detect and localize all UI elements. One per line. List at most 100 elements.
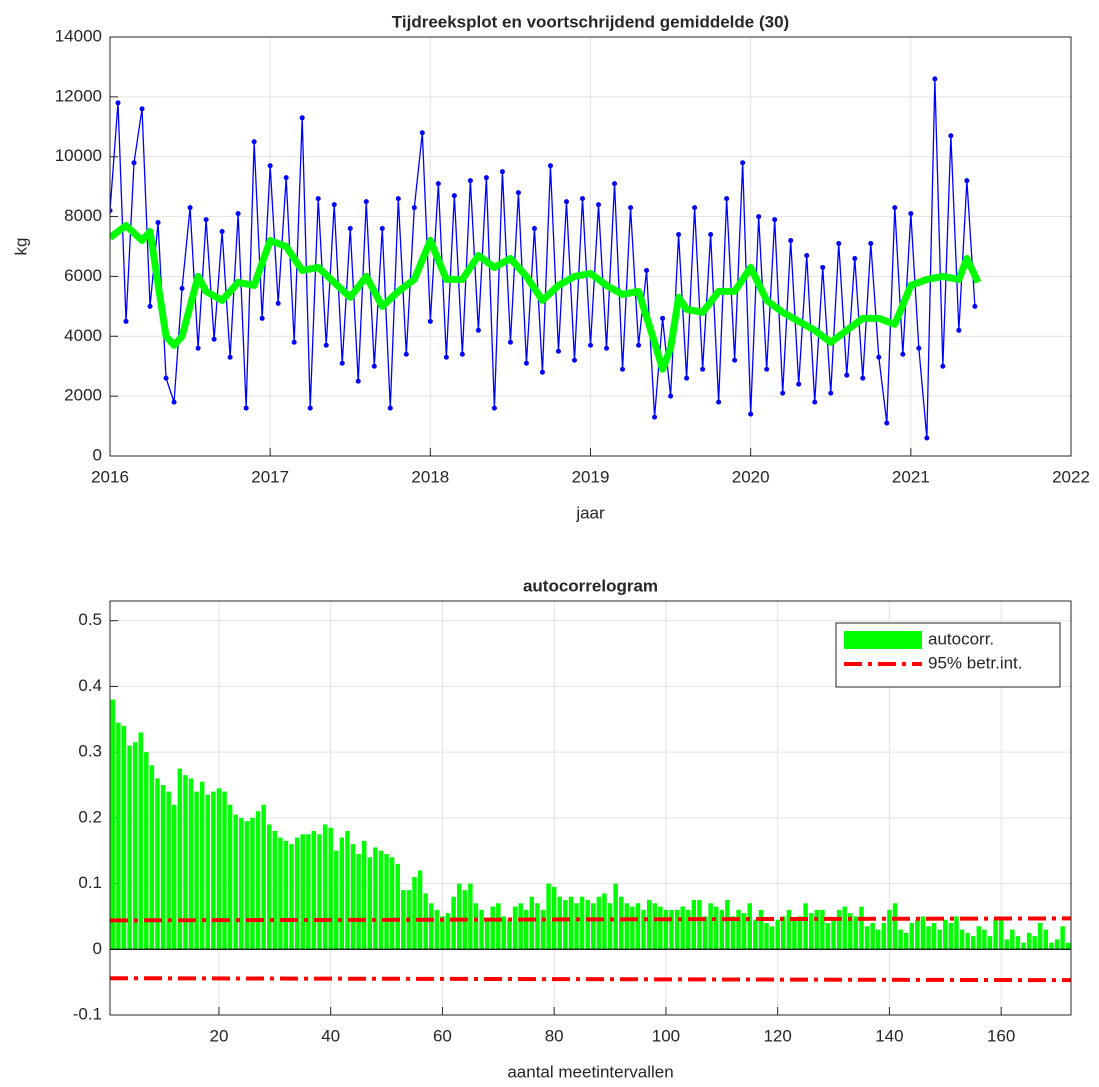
- bar: [630, 906, 635, 950]
- bar: [769, 926, 775, 950]
- bar: [781, 916, 786, 950]
- data-point: [331, 202, 337, 208]
- plot-content: [110, 699, 1071, 983]
- bar: [389, 857, 395, 950]
- data-point: [267, 163, 273, 169]
- bar: [328, 827, 333, 950]
- bar: [808, 913, 814, 950]
- bar: [730, 916, 736, 950]
- bar: [546, 883, 551, 950]
- bar: [848, 913, 853, 950]
- data-point: [355, 378, 361, 384]
- bar: [557, 896, 563, 950]
- bar: [797, 916, 803, 950]
- data-point: [804, 252, 810, 258]
- bar: [367, 857, 373, 950]
- bar: [166, 791, 171, 950]
- plot-content: [110, 76, 982, 441]
- data-point: [451, 193, 457, 199]
- bar: [1065, 942, 1071, 950]
- y-tick-label: 0.2: [78, 807, 102, 826]
- x-tick-label: 20: [209, 1026, 228, 1045]
- bar: [1010, 929, 1015, 950]
- bar: [518, 903, 523, 950]
- data-point: [155, 220, 161, 226]
- data-point: [363, 199, 369, 205]
- legend-swatch: [844, 631, 922, 649]
- bar: [987, 936, 993, 950]
- bar: [1043, 929, 1049, 950]
- bar: [345, 831, 350, 950]
- x-tick-label: 100: [652, 1026, 680, 1045]
- bar: [155, 778, 160, 950]
- bar: [596, 896, 602, 950]
- data-point: [628, 205, 634, 211]
- data-point: [692, 205, 698, 211]
- x-tick-label: 160: [987, 1026, 1015, 1045]
- bar: [982, 929, 987, 950]
- bar: [920, 916, 926, 950]
- bar: [456, 883, 462, 950]
- bar: [479, 909, 484, 950]
- bar: [473, 903, 479, 950]
- x-tick-label: 120: [763, 1026, 791, 1045]
- y-tick-label: 0.1: [78, 873, 102, 892]
- bar: [211, 791, 216, 950]
- data-point: [579, 196, 585, 202]
- bar: [177, 768, 183, 950]
- bar: [970, 936, 976, 950]
- data-point: [243, 405, 249, 411]
- data-point: [868, 241, 874, 247]
- bar: [384, 854, 389, 950]
- bar: [658, 906, 663, 950]
- bar: [926, 926, 931, 950]
- bar: [680, 906, 685, 950]
- data-point: [964, 178, 970, 184]
- bar: [764, 923, 769, 950]
- bar: [876, 929, 881, 950]
- bar: [713, 906, 719, 950]
- bar: [753, 919, 758, 950]
- data-point: [756, 214, 762, 220]
- bar: [686, 909, 691, 950]
- bar: [540, 909, 546, 950]
- bar: [121, 725, 127, 950]
- bar: [255, 811, 261, 950]
- bar: [300, 834, 305, 950]
- bar: [116, 722, 121, 950]
- data-point: [836, 241, 842, 247]
- bar: [898, 929, 903, 950]
- y-tick-label: 0.4: [78, 676, 102, 695]
- bar: [417, 870, 423, 950]
- bar: [138, 732, 143, 950]
- data-point: [387, 405, 393, 411]
- data-point: [852, 255, 858, 261]
- bar: [434, 909, 440, 950]
- x-tick-label: 40: [321, 1026, 340, 1045]
- axes-box: [109, 600, 1072, 1016]
- bar: [574, 903, 579, 950]
- x-tick-label: 2017: [251, 467, 289, 486]
- bar: [127, 745, 132, 950]
- data-point: [563, 199, 569, 205]
- data-point: [435, 181, 441, 187]
- bar: [490, 906, 495, 950]
- data-point: [924, 435, 930, 441]
- data-point: [179, 285, 185, 291]
- bar: [512, 906, 518, 950]
- bar: [568, 896, 574, 950]
- y-tick-label: 6000: [64, 266, 102, 285]
- data-point: [652, 414, 658, 420]
- bar: [239, 817, 244, 950]
- bar: [669, 909, 674, 950]
- bar: [350, 844, 356, 950]
- data-point: [219, 229, 225, 235]
- x-tick-label: 2018: [411, 467, 449, 486]
- y-axis-label: kg: [11, 238, 30, 256]
- bar: [691, 900, 697, 950]
- bar: [272, 831, 278, 950]
- bar: [948, 923, 954, 950]
- y-tick-label: -0.1: [73, 1004, 102, 1023]
- data-point: [195, 345, 201, 351]
- data-point: [940, 363, 946, 369]
